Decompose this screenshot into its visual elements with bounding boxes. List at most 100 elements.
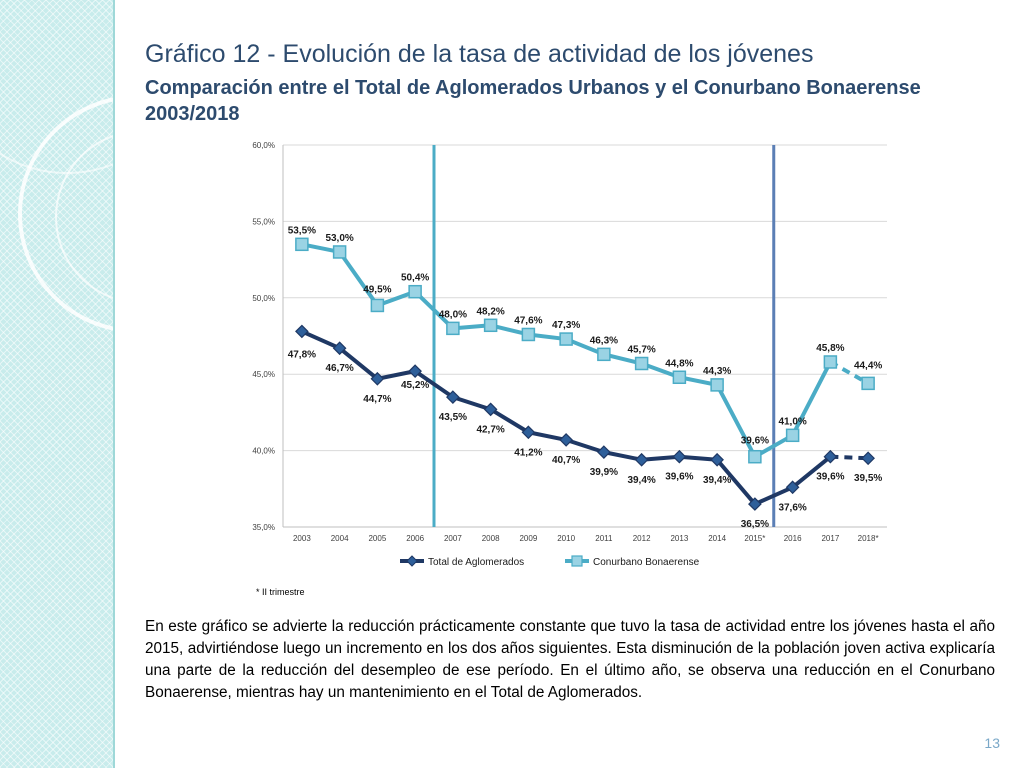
- decorative-ring: [0, 0, 113, 174]
- data-label: 47,3%: [552, 320, 580, 331]
- data-label: 39,5%: [854, 473, 882, 484]
- y-tick-label: 55,0%: [252, 217, 275, 226]
- page-number: 13: [984, 735, 1000, 751]
- data-label: 47,6%: [514, 315, 542, 326]
- data-label: 39,6%: [665, 472, 693, 483]
- x-tick-label: 2016: [784, 534, 802, 543]
- data-point-marker-conurbano: [672, 370, 687, 385]
- chart-footnote: * II trimestre: [256, 587, 305, 597]
- x-tick-label: 2004: [331, 534, 349, 543]
- data-label: 49,5%: [363, 284, 391, 295]
- legend-label: Total de Aglomerados: [428, 557, 524, 568]
- data-point-marker-conurbano: [634, 356, 649, 371]
- x-tick-label: 2006: [406, 534, 424, 543]
- analysis-paragraph: En este gráfico se advierte la reducción…: [145, 618, 995, 701]
- slide-subtitle: Comparación entre el Total de Aglomerado…: [145, 77, 921, 125]
- data-label: 44,8%: [665, 358, 693, 369]
- data-label: 50,4%: [401, 273, 429, 284]
- data-label: 53,0%: [325, 233, 353, 244]
- data-label: 46,3%: [590, 335, 618, 346]
- series-line-conurbano-bonaerense: [301, 242, 833, 459]
- data-point-marker-total: [408, 364, 422, 378]
- data-label: 43,5%: [439, 412, 467, 423]
- x-tick-label: 2003: [293, 534, 311, 543]
- data-label: 48,0%: [439, 309, 467, 320]
- data-point-marker-total: [823, 449, 838, 464]
- decorative-side-panel: [0, 0, 113, 768]
- x-tick-label: 2017: [821, 534, 839, 543]
- data-point-marker-total: [559, 433, 573, 447]
- data-point-marker-total: [861, 451, 875, 466]
- x-tick-label: 2010: [557, 534, 575, 543]
- x-tick-label: 2018*: [858, 534, 879, 543]
- data-point-marker-conurbano: [785, 428, 800, 443]
- slide-title: Gráfico 12 - Evolución de la tasa de act…: [145, 40, 814, 68]
- data-label: 39,4%: [703, 475, 731, 486]
- data-label: 44,7%: [363, 394, 391, 405]
- y-tick-label: 35,0%: [252, 523, 275, 532]
- y-tick-label: 50,0%: [252, 294, 275, 303]
- legend-marker-total: [406, 555, 418, 567]
- x-tick-label: 2005: [368, 534, 386, 543]
- data-label: 41,2%: [514, 447, 542, 458]
- data-point-marker-conurbano: [408, 284, 422, 299]
- data-point-marker-conurbano: [370, 298, 385, 313]
- data-label: 45,8%: [816, 343, 844, 354]
- data-label: 39,6%: [816, 472, 844, 483]
- data-point-marker-total: [295, 324, 309, 339]
- data-point-marker-total: [748, 497, 762, 511]
- legend-marker-conurbano: [571, 555, 583, 567]
- y-tick-label: 60,0%: [252, 141, 275, 150]
- data-point-marker-total: [710, 452, 724, 467]
- line-chart: 35,0% 40,0% 45,0% 50,0% 55,0% 60,0% 2003 2004 20…: [252, 141, 887, 568]
- x-tick-label: 2015*: [744, 534, 765, 543]
- data-label: 39,4%: [627, 475, 655, 486]
- data-point-marker-total: [446, 390, 460, 404]
- data-point-marker-conurbano: [483, 318, 498, 333]
- data-point-marker-conurbano: [597, 347, 611, 362]
- x-tick-label: 2009: [519, 534, 537, 543]
- data-point-marker-conurbano: [446, 321, 460, 336]
- data-label: 45,7%: [627, 345, 655, 356]
- x-tick-label: 2012: [633, 534, 651, 543]
- data-point-marker-conurbano: [332, 245, 347, 259]
- data-point-marker-conurbano: [521, 327, 536, 342]
- data-label: 37,6%: [778, 502, 806, 513]
- series-line-total-aglomerados: [301, 329, 832, 507]
- data-label: 42,7%: [476, 424, 504, 435]
- data-point-marker-conurbano: [748, 449, 762, 464]
- data-label: 40,7%: [552, 455, 580, 466]
- data-point-marker-total: [370, 371, 385, 386]
- data-label: 36,5%: [741, 519, 769, 530]
- data-label: 45,2%: [401, 380, 429, 391]
- data-label: 39,6%: [741, 436, 769, 447]
- data-label: 39,9%: [590, 467, 618, 478]
- x-tick-label: 2013: [670, 534, 688, 543]
- y-tick-label: 40,0%: [252, 447, 275, 456]
- x-tick-label: 2008: [482, 534, 500, 543]
- data-label: 46,7%: [325, 363, 353, 374]
- legend-label: Conurbano Bonaerense: [593, 557, 700, 568]
- data-label: 53,5%: [288, 225, 316, 236]
- data-point-marker-total: [785, 480, 800, 495]
- data-label: 44,3%: [703, 366, 731, 377]
- data-point-marker-total: [672, 449, 687, 464]
- data-point-marker-conurbano: [710, 378, 724, 392]
- data-point-marker-conurbano: [295, 237, 309, 252]
- data-point-marker-conurbano: [823, 355, 838, 369]
- data-label: 44,4%: [854, 360, 882, 371]
- data-point-marker-total: [521, 425, 536, 440]
- data-label: 41,0%: [778, 416, 806, 427]
- data-point-marker-conurbano: [559, 332, 573, 346]
- data-point-marker-total: [634, 452, 649, 467]
- x-tick-label: 2007: [444, 534, 462, 543]
- data-point-marker-total: [483, 402, 498, 417]
- data-point-marker-total: [597, 445, 611, 459]
- x-tick-label: 2014: [708, 534, 726, 543]
- data-point-marker-conurbano: [861, 376, 875, 391]
- x-tick-label: 2011: [595, 534, 613, 543]
- side-panel-edge: [113, 0, 115, 768]
- data-label: 47,8%: [288, 349, 316, 360]
- data-label: 48,2%: [476, 306, 504, 317]
- data-point-marker-total: [332, 341, 347, 356]
